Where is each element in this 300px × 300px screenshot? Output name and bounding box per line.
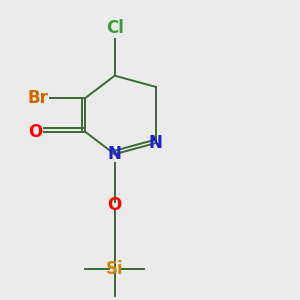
Text: O: O [107, 196, 122, 214]
Text: Si: Si [106, 260, 124, 278]
Text: N: N [108, 145, 122, 163]
Text: Br: Br [28, 89, 49, 107]
Text: Cl: Cl [106, 19, 124, 37]
Text: N: N [149, 134, 163, 152]
Text: O: O [28, 123, 42, 141]
